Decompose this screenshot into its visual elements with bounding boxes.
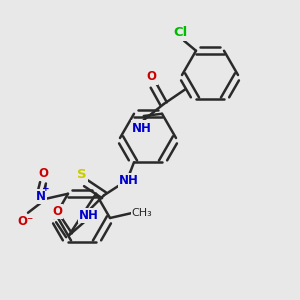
Text: O: O (147, 70, 157, 83)
Text: O: O (52, 205, 62, 218)
Text: O⁻: O⁻ (18, 215, 34, 228)
Text: O: O (38, 167, 48, 180)
Text: N: N (36, 190, 46, 203)
Text: S: S (77, 168, 87, 181)
Text: CH₃: CH₃ (132, 208, 152, 218)
Text: +: + (42, 184, 50, 193)
Text: Cl: Cl (173, 26, 187, 39)
Text: NH: NH (119, 174, 139, 187)
Text: NH: NH (79, 209, 99, 222)
Text: NH: NH (132, 122, 152, 134)
